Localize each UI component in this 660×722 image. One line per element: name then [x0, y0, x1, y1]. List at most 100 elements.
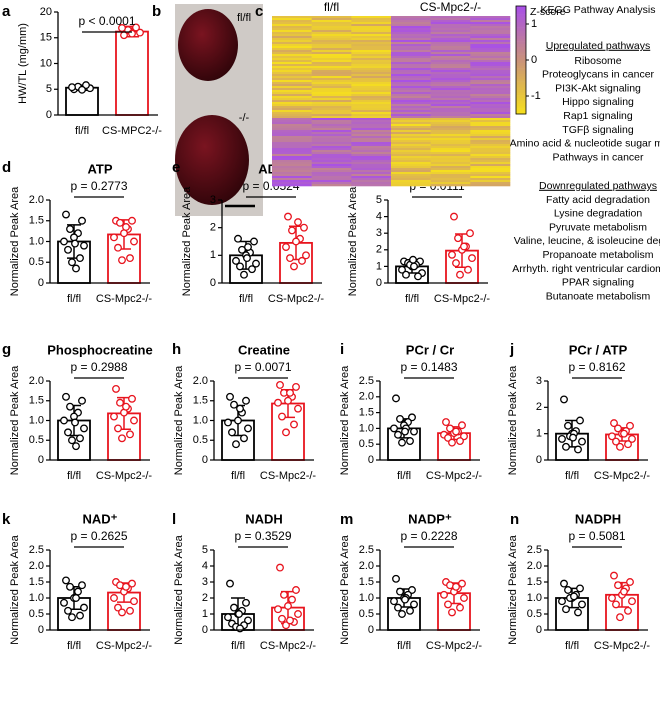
heatmap-cell [311, 102, 352, 105]
heatmap-cell [272, 18, 312, 21]
heatmap-cell [351, 50, 392, 53]
data-point [126, 606, 134, 615]
data-point [224, 418, 232, 427]
data-point [288, 595, 296, 604]
data-point [442, 418, 450, 427]
y-tick-label: 1.0 [193, 414, 208, 426]
heatmap-cell [430, 154, 471, 157]
heatmap-cell [470, 90, 511, 93]
heatmap-cell [311, 172, 352, 175]
heatmap-cell [351, 106, 392, 109]
heatmap-cell [272, 132, 312, 135]
data-point [286, 388, 294, 397]
y-tick-label: 1.5 [29, 215, 44, 227]
x-tick-label: CS-Mpc2-/- [594, 640, 651, 652]
heatmap-cell [351, 34, 392, 37]
kegg-list: KEGG Pathway Analysis Upregulated pathwa… [539, 4, 657, 192]
data-point [460, 242, 468, 251]
heatmap-cell [272, 58, 312, 61]
heatmap-cell [351, 54, 392, 57]
heatmap-cell [272, 60, 312, 63]
heatmap-cell [430, 98, 471, 101]
heatmap-cell [272, 120, 312, 123]
x-tick-label: fl/fl [67, 293, 81, 305]
heatmap-cell [272, 94, 312, 97]
data-point [398, 438, 406, 447]
heatmap-cell [391, 54, 431, 57]
heatmap-cell [430, 52, 471, 55]
heatmap-cell [311, 28, 352, 31]
heatmap-cell [391, 52, 431, 55]
heatmap-cell [430, 158, 471, 161]
x-tick-label: fl/fl [565, 470, 579, 482]
heatmap-cell [430, 134, 471, 137]
heatmap-cell [430, 66, 471, 69]
colorbar-segment [516, 27, 526, 31]
column-label: CS-Mpc2-/- [420, 0, 481, 14]
heatmap-cell [430, 60, 471, 63]
heatmap-cell [272, 20, 312, 23]
heatmap-cell [430, 172, 471, 175]
kegg-heading: Downregulated pathways [539, 180, 657, 192]
chart-title: NADH [245, 511, 283, 526]
heatmap-cell [470, 164, 511, 167]
heatmap-cell [272, 112, 312, 115]
heatmap-cell [470, 182, 511, 185]
heatmap-cell [470, 102, 511, 105]
heatmap-cell [272, 140, 312, 143]
heatmap-cell [470, 44, 511, 47]
heatmap-cell [470, 172, 511, 175]
heatmap-cell [391, 134, 431, 137]
data-point [290, 262, 298, 271]
heatmap-cell [351, 102, 392, 105]
heatmap-cell [430, 122, 471, 125]
heatmap-cell [311, 104, 352, 107]
y-tick-label: 2 [536, 401, 542, 413]
heatmap-cell [391, 80, 431, 83]
heatmap-cell [351, 156, 392, 159]
heatmap-cell [311, 132, 352, 135]
data-point [76, 611, 84, 620]
heatmap-cell [311, 90, 352, 93]
heatmap-cell [311, 16, 352, 19]
heatmap-cell [311, 50, 352, 53]
heatmap-cell [272, 110, 312, 113]
data-point [244, 424, 252, 433]
p-value: p = 0.2228 [400, 529, 457, 543]
heatmap-cell [430, 80, 471, 83]
kegg-item: Amino acid & nucleotide sugar metab. [510, 138, 660, 150]
data-point [628, 597, 636, 606]
data-point [626, 421, 634, 430]
heatmap-cell [470, 118, 511, 121]
data-point [114, 424, 122, 433]
heatmap-cell [272, 138, 312, 141]
y-tick-label: 1.0 [359, 422, 374, 434]
data-point [610, 419, 618, 428]
data-point [401, 427, 409, 436]
y-tick-label: 1.0 [29, 235, 44, 247]
heatmap-cell [272, 48, 312, 51]
heatmap-cell [391, 160, 431, 163]
heatmap-cell [311, 54, 352, 57]
data-point [114, 243, 122, 252]
y-tick-label: 2.5 [527, 544, 542, 556]
data-point [110, 233, 118, 242]
heatmap-cell [430, 136, 471, 139]
y-tick-label: 1.0 [359, 592, 374, 604]
heatmap-cell [351, 86, 392, 89]
data-point [574, 445, 582, 454]
y-tick-label: 3 [536, 375, 542, 387]
heatmap-cell [351, 174, 392, 177]
heatmap-cell [470, 94, 511, 97]
y-tick-label: 0 [38, 277, 44, 289]
heatmap-cell [430, 160, 471, 163]
heatmap-cell [430, 184, 471, 187]
data-point [232, 256, 240, 265]
data-point [60, 237, 68, 246]
data-point [68, 83, 76, 92]
y-tick-label: 1.0 [29, 414, 44, 426]
data-point [136, 28, 144, 37]
heatmap-cell [351, 30, 392, 33]
heatmap-cell [391, 56, 431, 59]
heatmap-cell [430, 40, 471, 43]
